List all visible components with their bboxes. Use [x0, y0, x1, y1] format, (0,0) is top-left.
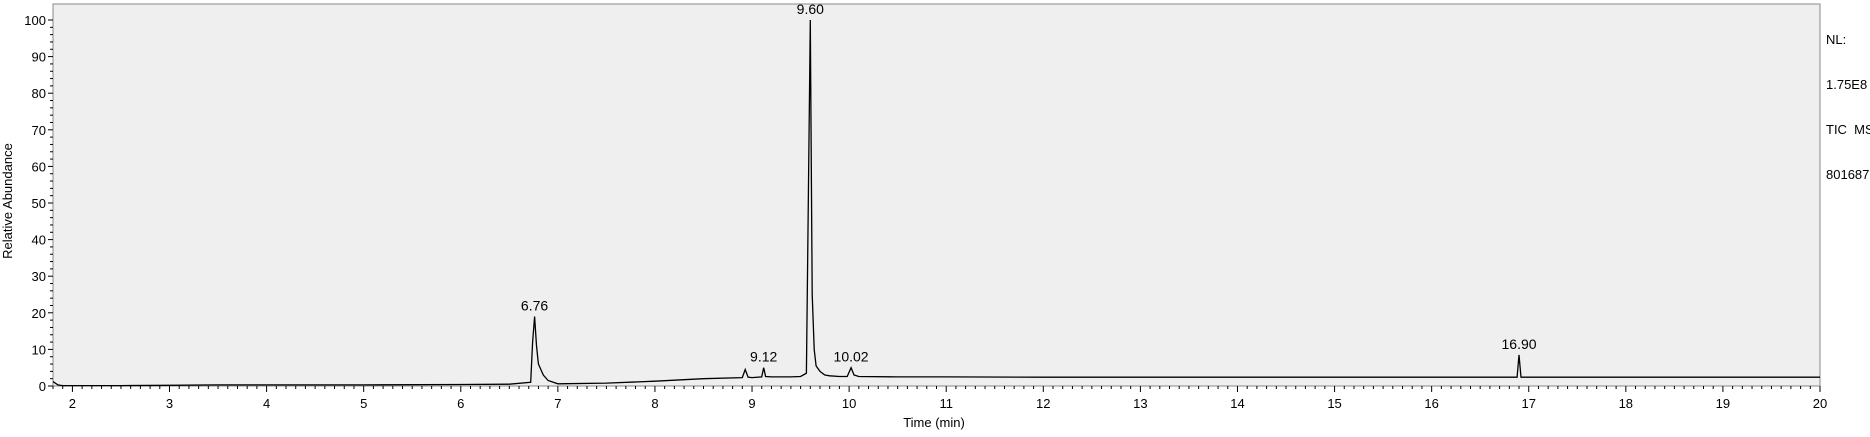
x-tick-label: 7: [554, 396, 561, 411]
x-axis: 2 3 4 5 6 7 8 9 10 11 12 13 14 15 16 17 18 19 20: [52, 386, 1827, 411]
y-tick-label: 80: [32, 86, 46, 101]
tic-trace: [52, 19, 1820, 387]
y-tick-label: 0: [39, 379, 46, 394]
y-tick-label: 20: [32, 306, 46, 321]
x-tick-label: 15: [1327, 396, 1341, 411]
x-tick-label: 18: [1619, 396, 1633, 411]
x-tick-label: 20: [1813, 396, 1827, 411]
x-tick-label: 8: [651, 396, 658, 411]
y-tick-label: 90: [32, 50, 46, 65]
x-tick-label: 10: [842, 396, 856, 411]
plot-area: [52, 3, 1821, 387]
y-tick-label: 10: [32, 342, 46, 357]
x-tick-label: 19: [1716, 396, 1730, 411]
scan-type: TIC MS: [1826, 122, 1870, 137]
x-tick-label: 6: [457, 396, 464, 411]
y-tick-label: 100: [24, 13, 46, 28]
x-tick-label: 13: [1133, 396, 1147, 411]
x-tick-label: 16: [1424, 396, 1438, 411]
y-tick-label: 50: [32, 196, 46, 211]
peak-labels: 6.76 9.12 9.60 10.02 16.90: [521, 1, 1537, 365]
x-tick-label: 4: [263, 396, 270, 411]
sample-id: 801687: [1826, 167, 1870, 182]
x-tick-label: 2: [69, 396, 76, 411]
info-panel: NL: 1.75E8 TIC MS 801687: [1826, 2, 1870, 197]
x-tick-label: 17: [1522, 396, 1536, 411]
nl-value: 1.75E8: [1826, 77, 1868, 92]
y-axis-title: Relative Abundance: [0, 143, 15, 259]
peak-label: 16.90: [1502, 336, 1537, 352]
peak-label: 6.76: [521, 297, 548, 313]
x-tick-label: 14: [1230, 396, 1244, 411]
x-tick-label: 11: [939, 396, 953, 411]
peak-label: 9.60: [797, 1, 824, 17]
y-tick-label: 40: [32, 233, 46, 248]
x-tick-label: 9: [748, 396, 755, 411]
x-tick-label: 3: [166, 396, 173, 411]
x-tick-label: 5: [360, 396, 367, 411]
x-tick-label: 12: [1036, 396, 1050, 411]
peak-label: 10.02: [834, 349, 869, 365]
nl-label: NL:: [1826, 32, 1847, 47]
y-tick-label: 60: [32, 159, 46, 174]
x-axis-title: Time (min): [903, 415, 965, 430]
peak-label: 9.12: [750, 349, 777, 365]
y-tick-label: 30: [32, 269, 46, 284]
y-tick-label: 70: [32, 123, 46, 138]
y-axis: 0 10 20 30 40 50 60 70 80 90 100: [24, 13, 53, 394]
